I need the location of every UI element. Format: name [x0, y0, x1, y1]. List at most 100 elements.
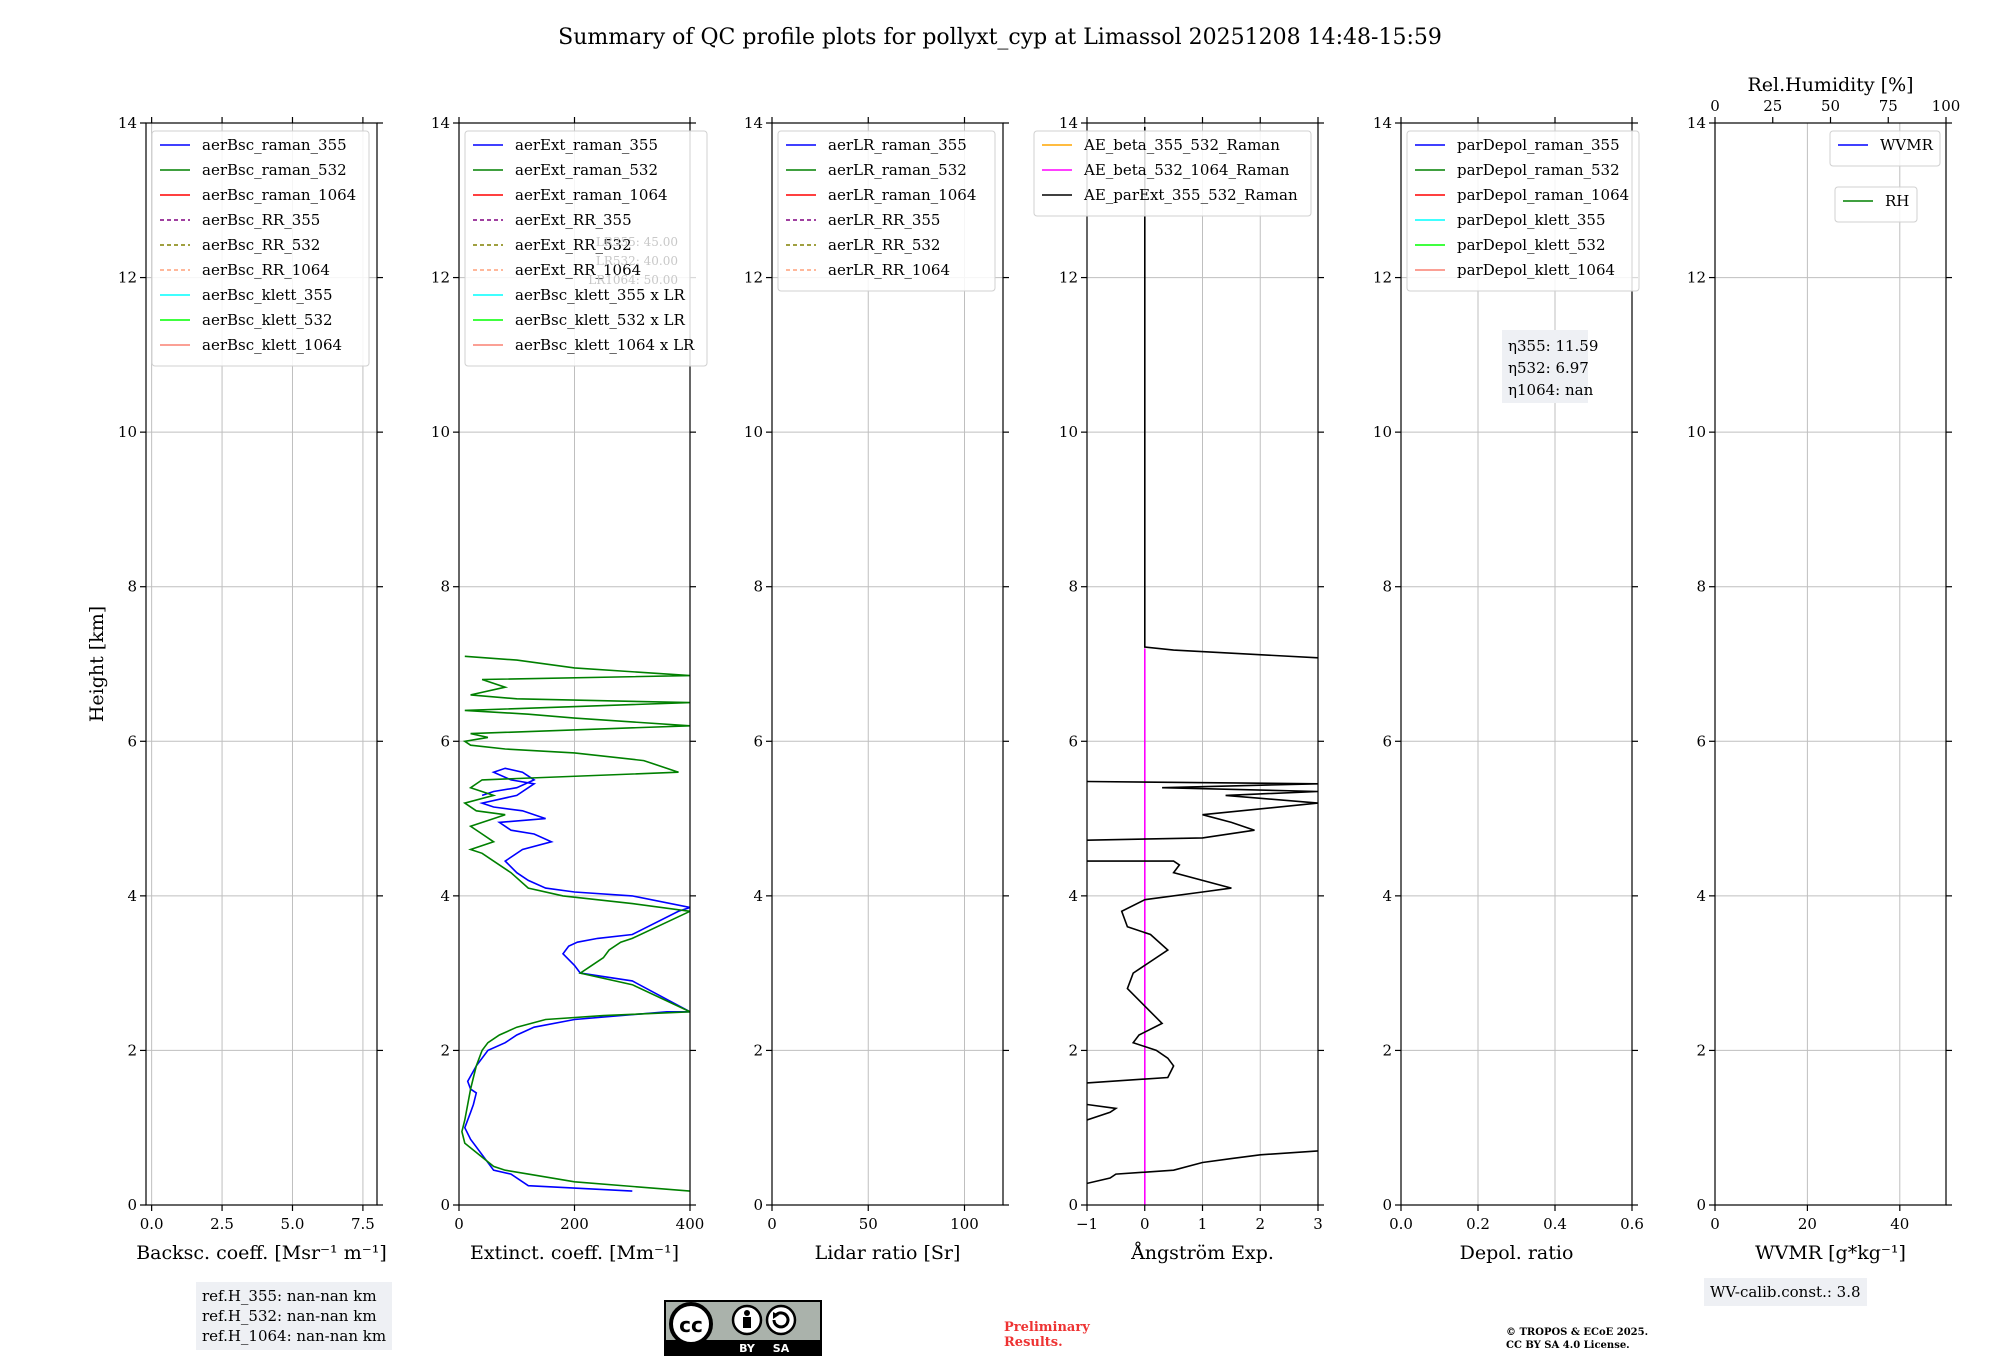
legend-entry: aerExt_raman_355 [515, 136, 658, 154]
y-tick-label: 0 [440, 1196, 450, 1214]
legend-entry: aerLR_RR_355 [828, 211, 940, 229]
y-tick-label: 14 [118, 114, 137, 132]
legend-entry: aerLR_raman_532 [828, 161, 967, 179]
y-tick-label: 4 [127, 887, 137, 905]
x-tick-label: 400 [676, 1215, 705, 1233]
copyright-line-1: © TROPOS & ECoE 2025. [1506, 1327, 1649, 1338]
legend-entry: aerBsc_RR_1064 [202, 261, 330, 279]
axes-frame [771, 122, 1004, 1206]
x-tick-label: 0.0 [140, 1215, 164, 1233]
eta-value: η355: 11.59 [1508, 337, 1598, 355]
x-tick-label: 2 [1255, 1215, 1265, 1233]
x-tick-label: 1 [1198, 1215, 1208, 1233]
legend-entry: aerBsc_klett_532 x LR [515, 311, 686, 329]
legend-entry: aerBsc_RR_355 [202, 211, 320, 229]
by-label: BY [739, 1342, 756, 1355]
legend-entry: AE_beta_355_532_Raman [1083, 136, 1280, 154]
lr-note: LR355: 45.00 [596, 235, 678, 249]
y-tick-label: 8 [127, 578, 137, 596]
legend-frame [151, 130, 370, 367]
series-AE_parExt_355_532_Raman [1087, 126, 1318, 1185]
y-tick-label: 12 [118, 269, 137, 287]
panel-bsc: 0.0 2.5 5.0 7.5 0 2 4 6 8 10 12 14 Backsc. coeff. [M… [86, 114, 387, 1264]
y-axis-label: Height [km] [86, 606, 108, 722]
legend-frame [1033, 130, 1312, 217]
legend-frame [1406, 130, 1640, 292]
legend-frame [777, 130, 996, 292]
legend-entry: parDepol_klett_1064 [1457, 261, 1615, 279]
y-tick-label: 6 [1382, 732, 1392, 750]
reference-height-note: ref.H_355: nan-nan km ref.H_532: nan-nan… [196, 1282, 393, 1350]
x-axis-label: WVMR [g*kg⁻¹] [1755, 1242, 1906, 1264]
legend: aerExt_raman_355 aerExt_raman_532 aerExt_r… [464, 130, 708, 367]
legend-entry: aerBsc_klett_532 [202, 311, 333, 329]
top-x-tick-label: 50 [1821, 97, 1840, 115]
y-tick-label: 10 [431, 423, 450, 441]
y-tick-label: 4 [753, 887, 763, 905]
y-tick-label: 4 [1068, 887, 1078, 905]
x-tick-label: 100 [950, 1215, 979, 1233]
x-tick-label: 50 [859, 1215, 878, 1233]
x-tick-label: 7.5 [351, 1215, 375, 1233]
x-axis-label: Ångström Exp. [1130, 1242, 1274, 1264]
legend-entry: AE_parExt_355_532_Raman [1083, 186, 1298, 204]
figure-title: Summary of QC profile plots for pollyxt_… [558, 25, 1442, 50]
y-tick-label: 12 [1059, 269, 1078, 287]
legend-frame [1834, 186, 1918, 223]
axes-frame [145, 122, 378, 1206]
wv-calibration-note: WV-calib.const.: 3.8 [1704, 1278, 1867, 1306]
y-tick-label: 2 [440, 1041, 450, 1059]
y-tick-label: 4 [1696, 887, 1706, 905]
legend-entry: aerBsc_klett_355 [202, 286, 333, 304]
y-tick-label: 0 [1382, 1196, 1392, 1214]
axes-frame [1714, 122, 1947, 1206]
legend-entry: aerLR_RR_532 [828, 236, 940, 254]
y-tick-label: 4 [440, 887, 450, 905]
y-tick-label: 12 [431, 269, 450, 287]
x-tick-label: 0 [1140, 1215, 1150, 1233]
legend-entry: parDepol_raman_532 [1457, 161, 1620, 179]
legend-entry: aerExt_RR_532 [515, 236, 632, 254]
y-tick-label: 10 [118, 423, 137, 441]
legend-entry: aerLR_raman_355 [828, 136, 967, 154]
legend-frame [1829, 130, 1941, 167]
y-tick-label: 2 [753, 1041, 763, 1059]
cc-by-sa-logo: cc BY SA [664, 1300, 822, 1356]
legend-entry: parDepol_raman_355 [1457, 136, 1620, 154]
legend-entry: aerExt_raman_532 [515, 161, 658, 179]
x-tick-label: 0 [1710, 1215, 1720, 1233]
y-tick-label: 6 [440, 732, 450, 750]
top-x-tick-label: 100 [1932, 97, 1961, 115]
cc-mark: cc [679, 1313, 703, 1337]
legend-entry: aerBsc_klett_355 x LR [515, 286, 686, 304]
y-tick-label: 14 [1687, 114, 1706, 132]
legend-entry: aerBsc_raman_1064 [202, 186, 356, 204]
y-tick-label: 0 [753, 1196, 763, 1214]
eta-value: η532: 6.97 [1508, 359, 1589, 377]
legend-entry: RH [1885, 192, 1909, 210]
x-tick-label: 20 [1798, 1215, 1817, 1233]
y-tick-label: 10 [1373, 423, 1392, 441]
y-tick-label: 2 [127, 1041, 137, 1059]
x-axis-label: Lidar ratio [Sr] [815, 1242, 961, 1264]
lr-note: LR1064: 50.00 [588, 273, 678, 287]
legend: WVMR [1829, 130, 1941, 167]
y-tick-label: 14 [1059, 114, 1078, 132]
x-tick-label: 0.0 [1389, 1215, 1413, 1233]
legend: RH [1834, 186, 1918, 223]
cc-circle-icon [669, 1302, 713, 1346]
legend-entry: parDepol_klett_355 [1457, 211, 1606, 229]
refh-532: ref.H_532: nan-nan km [202, 1307, 377, 1325]
top-x-axis-label: Rel.Humidity [%] [1747, 74, 1913, 96]
y-tick-label: 2 [1068, 1041, 1078, 1059]
y-tick-label: 8 [1382, 578, 1392, 596]
legend-entry: aerBsc_raman_355 [202, 136, 347, 154]
x-axis-label: Backsc. coeff. [Msr⁻¹ m⁻¹] [136, 1242, 387, 1264]
legend-entry: aerBsc_klett_1064 x LR [515, 336, 695, 354]
y-tick-label: 6 [127, 732, 137, 750]
panel-depol: 0.0 0.2 0.4 0.6 0 2 4 6 8 10 12 14 Depol. ratio parDe… [1373, 114, 1644, 1264]
y-tick-label: 14 [431, 114, 450, 132]
preliminary-line-1: Preliminary [1004, 1320, 1090, 1335]
y-tick-label: 8 [440, 578, 450, 596]
